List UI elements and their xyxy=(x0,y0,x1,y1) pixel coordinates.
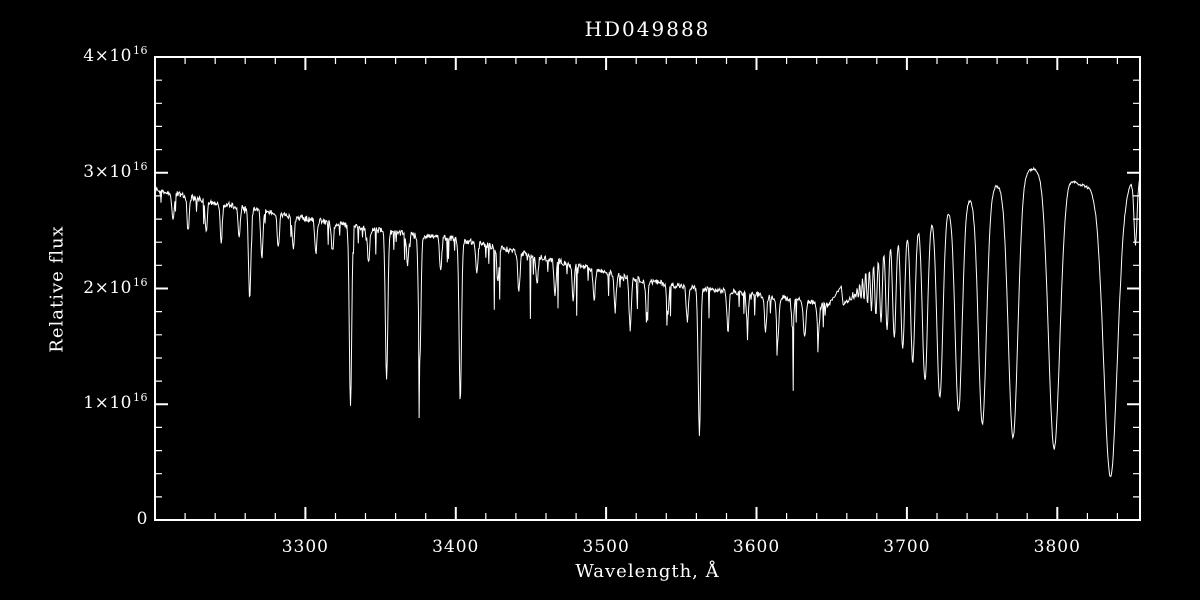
x-tick-label: 3800 xyxy=(1033,537,1081,557)
spectrum-line xyxy=(155,166,1140,478)
y-tick-exponent: 16 xyxy=(133,391,148,405)
chart-title: HD049888 xyxy=(584,17,711,41)
axes-box xyxy=(154,56,1141,521)
y-tick-exponent: 16 xyxy=(133,275,148,289)
y-tick-exponent: 16 xyxy=(133,159,148,173)
minor-ticks xyxy=(155,57,1140,520)
y-tick-label: 1×1016 xyxy=(83,391,148,414)
x-tick-label: 3300 xyxy=(281,537,329,557)
x-tick-label: 3400 xyxy=(432,537,480,557)
y-tick-label: 3×1016 xyxy=(83,159,148,182)
y-tick-label: 0 xyxy=(136,509,148,529)
x-tick-label: 3500 xyxy=(582,537,630,557)
major-ticks xyxy=(155,56,1140,521)
y-tick-label: 4×1016 xyxy=(83,44,148,66)
y-tick-label: 2×1016 xyxy=(83,275,148,298)
x-axis-label: Wavelength, Å xyxy=(575,561,720,582)
y-tick-exponent: 16 xyxy=(133,44,148,57)
x-tick-label: 3700 xyxy=(883,537,931,557)
x-tick-label: 3600 xyxy=(732,537,781,557)
